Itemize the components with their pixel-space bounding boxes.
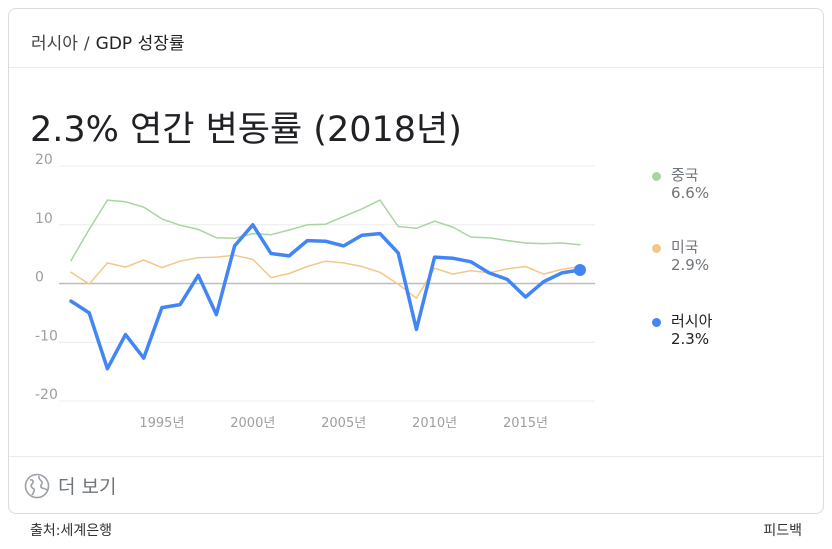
more-label: 더 보기 <box>58 476 117 498</box>
footer-divider <box>9 456 823 457</box>
headline: 2.3% 연간 변동률 (2018년) <box>30 110 462 150</box>
knowledge-card: 러시아 / GDP 성장률 2.3% 연간 변동률 (2018년) 20 10 0 -10… <box>8 8 824 514</box>
y-tick-label: 20 <box>35 152 53 168</box>
legend-name: 중국 <box>671 166 699 184</box>
legend-value: 2.3% <box>671 330 710 348</box>
breadcrumb-metric: GDP 성장률 <box>95 34 185 54</box>
header-divider <box>9 67 823 68</box>
x-tick-label: 1995년 <box>139 416 184 431</box>
more-link[interactable]: 더 보기 <box>24 472 116 499</box>
breadcrumb-separator: / <box>83 34 90 54</box>
gdp-growth-chart[interactable]: 20 10 0 -10 -20 1995년 2000년 2005년 2010년 2015년 <box>9 9 649 449</box>
x-tick-label: 2010년 <box>412 416 457 431</box>
globe-icon <box>24 473 50 498</box>
legend-dot <box>652 244 661 253</box>
legend-dot <box>652 172 661 181</box>
breadcrumb: 러시아 / GDP 성장률 <box>31 29 185 54</box>
legend-dot <box>652 318 661 327</box>
x-tick-label: 2015년 <box>503 416 548 431</box>
data-point-last <box>574 263 586 276</box>
x-tick-label: 2005년 <box>321 416 366 431</box>
feedback-link[interactable]: 피드백 <box>763 523 802 539</box>
breadcrumb-country[interactable]: 러시아 <box>31 34 78 54</box>
y-tick-label: 10 <box>35 211 53 227</box>
y-tick-label: -10 <box>35 328 58 344</box>
series-line <box>69 223 582 371</box>
series-line <box>70 254 581 299</box>
legend-value: 6.6% <box>671 184 710 202</box>
legend-name: 러시아 <box>671 312 713 330</box>
series-line <box>70 199 581 262</box>
y-tick-label: -20 <box>35 387 58 403</box>
legend-name: 미국 <box>671 238 699 256</box>
source-label: 출처:세계은행 <box>30 523 112 539</box>
legend-value: 2.9% <box>671 256 710 274</box>
x-tick-label: 2000년 <box>230 416 275 431</box>
y-tick-label: 0 <box>35 270 44 286</box>
